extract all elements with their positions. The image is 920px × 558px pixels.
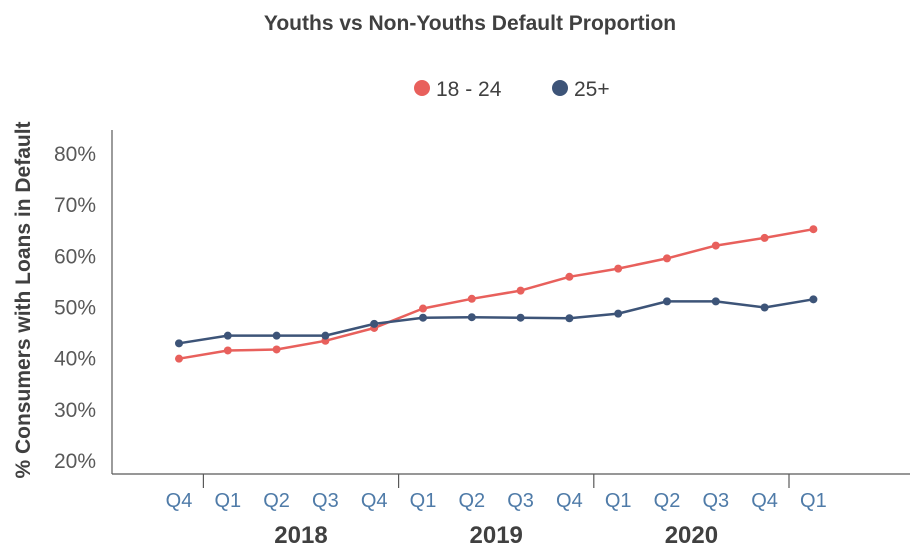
legend-marker — [414, 80, 430, 96]
series-group — [175, 225, 818, 363]
data-point — [663, 297, 671, 306]
year-label: 2019 — [470, 522, 523, 549]
data-point — [565, 272, 574, 281]
x-tick-label: Q3 — [702, 490, 729, 512]
x-tick-label: Q1 — [214, 490, 241, 512]
data-point — [419, 304, 427, 313]
x-tick-label: Q1 — [410, 490, 437, 512]
x-tick-label: Q4 — [556, 490, 583, 512]
x-tick-label: Q3 — [312, 490, 339, 512]
data-point — [760, 303, 769, 312]
data-point — [516, 313, 525, 322]
y-ticks: 20% 30% 40% 50% 60% 70% 80% — [54, 143, 96, 473]
x-tick-label: Q4 — [166, 490, 193, 512]
data-point — [272, 331, 281, 340]
data-point — [711, 297, 720, 306]
data-point — [663, 254, 671, 263]
data-point — [614, 264, 623, 273]
data-point — [809, 295, 818, 304]
y-tick-label: 80% — [54, 143, 96, 166]
data-point — [175, 354, 183, 363]
series-line — [178, 227, 814, 360]
x-tick-label: Q1 — [800, 490, 827, 512]
x-tick-label: Q2 — [654, 490, 681, 512]
legend-label: 18 - 24 — [436, 78, 502, 101]
data-point — [760, 233, 769, 242]
series-line — [178, 298, 814, 345]
x-ticks: Q4 Q1 Q2 Q3 Q4 Q1 Q2 Q3 Q4 Q1 Q2 Q3 Q4 Q1 2018 2019 2020 — [166, 474, 827, 549]
x-tick-label: Q4 — [751, 490, 778, 512]
y-tick-label: 20% — [54, 450, 96, 473]
x-tick-label: Q4 — [361, 490, 388, 512]
y-tick-label: 60% — [54, 245, 96, 268]
data-point — [223, 346, 232, 355]
y-tick-label: 40% — [54, 348, 96, 371]
data-point — [272, 345, 281, 354]
data-point — [321, 331, 330, 340]
y-tick-label: 30% — [54, 399, 96, 422]
data-point — [467, 294, 476, 303]
legend-label: 25+ — [574, 78, 610, 101]
x-tick-label: Q2 — [263, 490, 290, 512]
data-point — [809, 225, 818, 234]
data-point — [711, 241, 720, 250]
y-axis-label: % Consumers with Loans in Default — [12, 121, 35, 478]
chart-title: Youths vs Non-Youths Default Proportion — [264, 12, 676, 35]
y-tick-label: 50% — [54, 297, 96, 320]
data-point — [614, 309, 623, 318]
data-point — [516, 286, 525, 295]
year-label: 2020 — [665, 522, 718, 549]
data-point — [419, 313, 427, 322]
data-point — [565, 314, 574, 323]
legend: 18 - 24 25+ — [414, 78, 610, 101]
data-point — [223, 331, 232, 340]
year-label: 2018 — [274, 522, 327, 549]
data-point — [467, 313, 476, 322]
x-tick-label: Q2 — [458, 490, 485, 512]
legend-marker — [552, 80, 568, 96]
x-tick-label: Q1 — [605, 490, 632, 512]
data-point — [175, 339, 183, 348]
x-tick-label: Q3 — [507, 490, 534, 512]
data-point — [370, 319, 379, 328]
y-tick-label: 70% — [54, 194, 96, 217]
